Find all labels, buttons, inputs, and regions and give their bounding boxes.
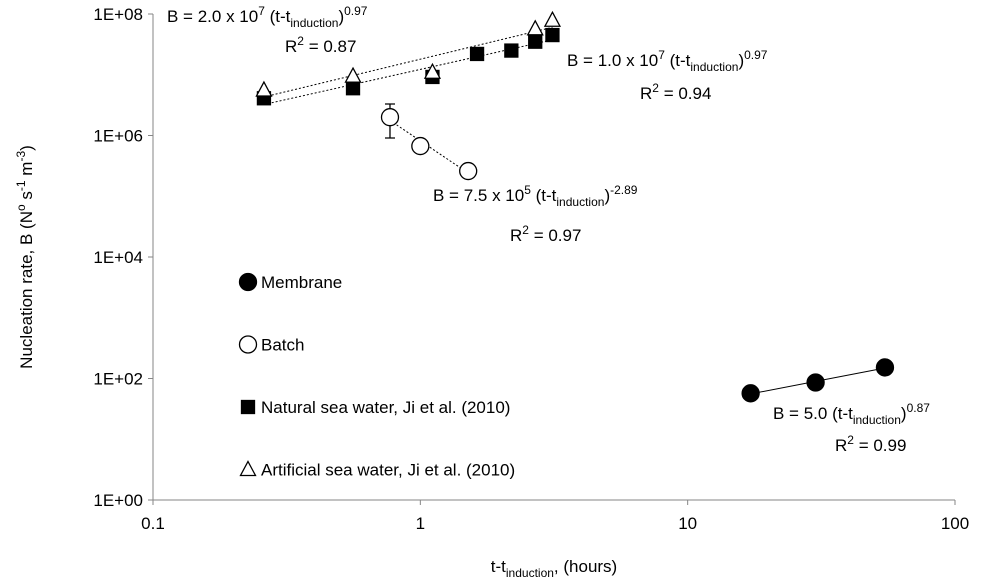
marker-circle <box>459 161 478 181</box>
marker-square <box>469 46 485 62</box>
annotation-r2: R2 = 0.87 <box>285 34 356 56</box>
text-part: (t-t <box>531 186 557 205</box>
text-part: = 0.94 <box>659 84 711 103</box>
marker-circle <box>875 358 895 377</box>
y-tick-label: 1E+04 <box>93 248 143 267</box>
text-part: ) <box>901 404 907 423</box>
text-part: B = 5.0 (t-t <box>773 404 853 423</box>
annotation-r2: R2 = 0.97 <box>510 223 581 245</box>
text-part: 5 <box>524 183 531 197</box>
trendline <box>263 26 553 98</box>
text-part: induction <box>853 413 901 427</box>
text-part: 2 <box>297 34 304 48</box>
text-part: ) <box>604 186 610 205</box>
text-part: 2 <box>652 81 659 95</box>
text-part: -3 <box>14 151 28 162</box>
text-part: R <box>640 84 652 103</box>
x-tick-label: 100 <box>941 514 969 533</box>
x-axis-label: t-tinduction, (hours) <box>491 557 617 580</box>
text-part: 0.87 <box>907 401 931 415</box>
legend-marker <box>239 460 257 477</box>
text-part: 7 <box>258 4 265 18</box>
text-part: t-t <box>491 557 506 576</box>
marker-square <box>504 43 519 58</box>
legend-label: Membrane <box>261 273 342 292</box>
text-part: B = 1.0 x 10 <box>567 51 658 70</box>
marker-circle <box>806 373 825 392</box>
legend-marker <box>238 272 258 292</box>
text-part: B = 2.0 x 10 <box>167 7 258 26</box>
text-part: , (hours) <box>554 557 617 576</box>
y-tick-label: 1E+08 <box>93 5 143 24</box>
legend-marker <box>238 335 258 354</box>
text-part: B = 7.5 x 10 <box>433 186 524 205</box>
annotation-equation: B = 1.0 x 107 (t-tinduction)0.97 <box>567 48 768 74</box>
legend-marker <box>240 399 256 415</box>
annotation-equation: B = 7.5 x 105 (t-tinduction)-2.89 <box>433 183 638 209</box>
text-part: induction <box>690 60 738 74</box>
annotation-equation: B = 5.0 (t-tinduction)0.87 <box>773 401 930 427</box>
text-part: ) <box>338 7 344 26</box>
text-part: R <box>510 226 522 245</box>
text-part: 0.97 <box>744 48 768 62</box>
text-part: induction <box>556 195 604 209</box>
text-part: 7 <box>658 48 665 62</box>
y-tick-label: 1E+02 <box>93 370 143 389</box>
marker-triangle <box>344 66 362 83</box>
text-part: ) <box>738 51 744 70</box>
x-tick-label: 1 <box>416 514 425 533</box>
text-part: R <box>835 436 847 455</box>
text-part: ) <box>17 145 36 151</box>
text-part: 2 <box>847 433 854 447</box>
marker-square <box>528 34 543 49</box>
text-part: Nucleation rate, B (N <box>17 211 36 369</box>
text-part: (t-t <box>265 7 291 26</box>
x-tick-label: 0.1 <box>141 514 165 533</box>
x-tick-label: 10 <box>678 514 697 533</box>
text-part: 0.97 <box>344 4 368 18</box>
text-part: = 0.99 <box>854 436 906 455</box>
text-part: R <box>285 37 297 56</box>
text-part: s <box>17 191 36 204</box>
y-tick-label: 1E+00 <box>93 491 143 510</box>
trendline <box>263 39 553 105</box>
text-part: (t-t <box>665 51 691 70</box>
text-part: induction <box>506 566 554 580</box>
text-part: 2 <box>522 223 529 237</box>
legend-label: Artificial sea water, Ji et al. (2010) <box>261 461 515 480</box>
text-part: = 0.87 <box>304 37 356 56</box>
y-axis-label: Nucleation rate, B (No s-1 m-3) <box>14 145 36 369</box>
text-part: -2.89 <box>610 183 638 197</box>
marker-triangle <box>255 80 273 97</box>
marker-square <box>345 81 361 96</box>
annotation-equation: B = 2.0 x 107 (t-tinduction)0.97 <box>167 4 368 30</box>
marker-circle <box>411 136 430 156</box>
text-part: induction <box>290 16 338 30</box>
marker-triangle <box>423 62 442 79</box>
text-part: o <box>14 204 28 211</box>
text-part: -1 <box>14 180 28 191</box>
marker-circle <box>380 108 400 127</box>
annotation-r2: R2 = 0.94 <box>640 81 711 103</box>
marker-circle <box>741 384 760 403</box>
marker-square <box>545 27 560 43</box>
legend-label: Natural sea water, Ji et al. (2010) <box>261 398 510 417</box>
y-tick-label: 1E+06 <box>93 127 143 146</box>
legend-label: Batch <box>261 336 304 355</box>
marker-triangle <box>543 10 562 27</box>
annotation-r2: R2 = 0.99 <box>835 433 906 455</box>
marker-triangle <box>526 19 544 36</box>
text-part: = 0.97 <box>529 226 581 245</box>
text-part: m <box>17 162 36 181</box>
